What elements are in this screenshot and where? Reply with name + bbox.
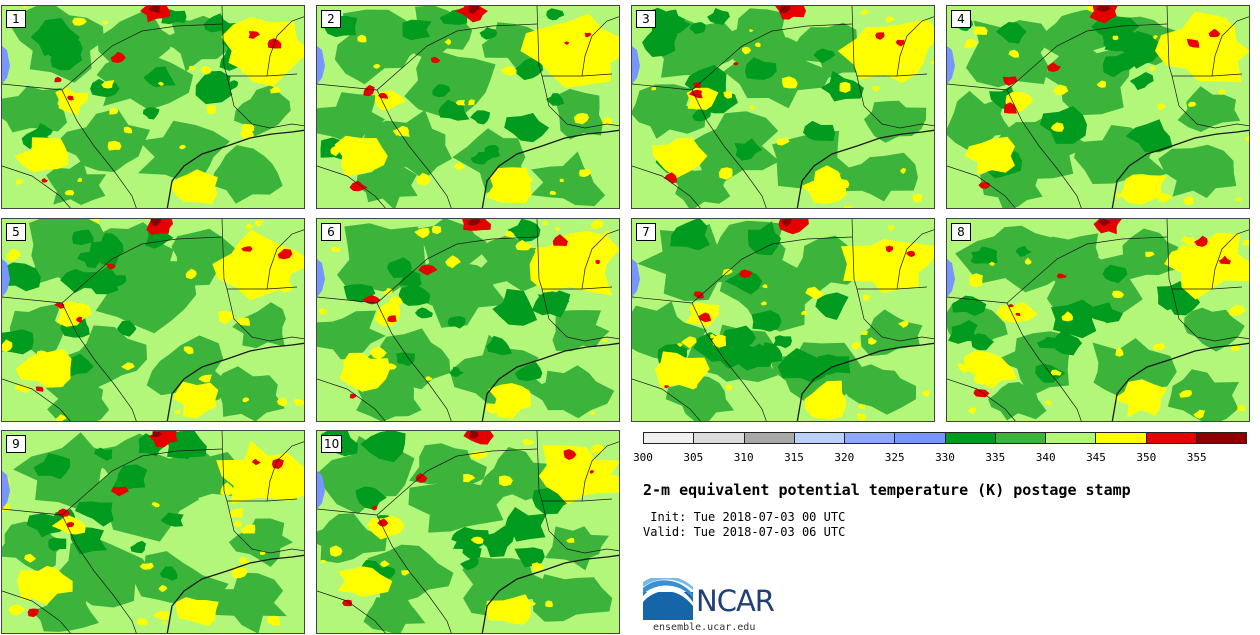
colorbar-segment: [1096, 433, 1147, 443]
colorbar-segment: [945, 433, 996, 443]
colorbar-tick-label: 325: [884, 451, 905, 464]
map-panel: 9: [1, 430, 305, 634]
panel-number-label: 3: [636, 10, 656, 28]
valid-time: Valid: Tue 2018-07-03 06 UTC: [643, 525, 846, 539]
colorbar-tick-label: 310: [733, 451, 754, 464]
panel-number-label: 8: [951, 223, 971, 241]
panel-number-label: 9: [6, 435, 26, 453]
map-canvas: [947, 219, 1249, 421]
colorbar-segment: [644, 433, 695, 443]
ncar-swoosh-icon: [643, 578, 693, 620]
colorbar-segment: [694, 433, 745, 443]
map-panel: 2: [316, 5, 620, 209]
panel-number-label: 5: [6, 223, 26, 241]
panel-number-label: 6: [321, 223, 341, 241]
colorbar-segment: [1146, 433, 1197, 443]
panel-number-label: 7: [636, 223, 656, 241]
ncar-url: ensemble.ucar.edu: [653, 622, 756, 633]
map-canvas: [2, 6, 304, 208]
map-canvas: [632, 219, 934, 421]
panel-number-label: 10: [321, 435, 343, 453]
colorbar-segment: [845, 433, 896, 443]
map-panel: 5: [1, 218, 305, 422]
colorbar-tick-label: 315: [784, 451, 804, 464]
colorbar-tick-label: 340: [1035, 451, 1056, 464]
map-panel: 6: [316, 218, 620, 422]
colorbar: [643, 432, 1247, 444]
colorbar-labels: 300 305 310 315 320 325 330 335 340 345 350 355: [633, 451, 1247, 465]
map-canvas: [947, 6, 1249, 208]
panel-number-label: 2: [321, 10, 341, 28]
colorbar-tick-label: 330: [935, 451, 955, 464]
map-canvas: [2, 219, 304, 421]
init-time: Init: Tue 2018-07-03 00 UTC: [643, 510, 846, 524]
map-panel: 8: [946, 218, 1250, 422]
map-panel: 3: [631, 5, 935, 209]
colorbar-segment: [995, 433, 1046, 443]
map-canvas: [317, 6, 619, 208]
colorbar-tick-label: 305: [683, 451, 704, 464]
colorbar-tick-label: 300: [633, 451, 653, 464]
map-canvas: [632, 6, 934, 208]
panel-number-label: 4: [951, 10, 971, 28]
colorbar-segment: [895, 433, 946, 443]
colorbar-tick-label: 355: [1186, 451, 1207, 464]
colorbar-segment: [1196, 433, 1246, 443]
map-canvas: [2, 431, 304, 633]
colorbar-segment: [794, 433, 845, 443]
colorbar-segment: [744, 433, 795, 443]
map-panel: 1: [1, 5, 305, 209]
ncar-logo: NCAR: [643, 578, 803, 620]
map-canvas: [317, 431, 619, 633]
ncar-wordmark: NCAR: [696, 584, 775, 618]
map-panel: 10: [316, 430, 620, 634]
colorbar-tick-label: 350: [1136, 451, 1157, 464]
panel-number-label: 1: [6, 10, 26, 28]
map-canvas: [317, 219, 619, 421]
colorbar-tick-label: 320: [834, 451, 855, 464]
plot-title: 2-m equivalent potential temperature (K)…: [643, 481, 1131, 499]
colorbar-segment: [1046, 433, 1097, 443]
map-panel: 4: [946, 5, 1250, 209]
colorbar-tick-label: 345: [1086, 451, 1106, 464]
colorbar-tick-label: 335: [985, 451, 1006, 464]
map-panel: 7: [631, 218, 935, 422]
